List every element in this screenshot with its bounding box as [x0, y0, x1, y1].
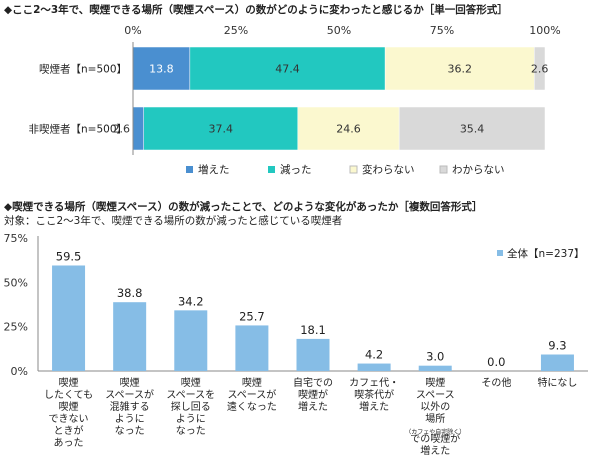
- chart2-category-label: 遠くなった: [227, 400, 277, 413]
- chart1-legend-swatch: [268, 166, 275, 173]
- chart1-legend-label: 増えた: [198, 163, 230, 176]
- chart2-category-label: 自宅での: [293, 376, 333, 389]
- chart2-category-label: なった: [115, 425, 145, 437]
- chart2-category-label: 喫煙: [181, 377, 201, 389]
- chart2-legend-swatch: [497, 250, 503, 256]
- chart2-value-label: 9.3: [548, 339, 566, 353]
- chart2-title: ◆喫煙できる場所（喫煙スペース）の数が減ったことで、どのような変化があったか［複…: [4, 201, 483, 213]
- chart2-value-label: 3.0: [426, 350, 444, 364]
- chart2-bar: [357, 363, 391, 371]
- chart2-category-label: ように: [176, 413, 206, 425]
- chart2-category-label: カフェ代・: [349, 377, 399, 389]
- chart1-legend-label: 変わらない: [362, 163, 415, 176]
- chart2-category-label: ように: [115, 413, 145, 425]
- chart2-category-label: 喫煙が: [298, 388, 328, 401]
- chart2-category-label: ときが: [54, 424, 84, 437]
- chart2-bar: [540, 354, 574, 371]
- chart2-value-label: 38.8: [117, 286, 143, 300]
- chart2-category-label: 以外の: [420, 401, 450, 413]
- chart2-category-label: なった: [176, 425, 206, 437]
- chart2-bar: [296, 338, 330, 371]
- chart2-category-label: 増えた: [359, 400, 389, 413]
- chart1-value-label: 13.8: [149, 63, 174, 76]
- chart1-value-label: 2.6: [531, 63, 549, 76]
- chart2-bar: [113, 302, 147, 371]
- chart2-category-label: での喫煙が: [410, 432, 460, 445]
- chart2-bar: [174, 310, 208, 371]
- chart1-segment: [132, 106, 144, 151]
- chart2-subtitle: 対象：ここ2～3年で、喫煙できる場所の数が減ったと感じている喫煙者: [4, 215, 343, 227]
- chart2-category-label: 喫煙: [242, 377, 262, 389]
- chart2-category-label: 喫煙: [425, 377, 445, 389]
- chart2-category-label: あった: [54, 437, 84, 449]
- chart2-category-label: スペースが: [227, 388, 276, 401]
- chart1-legend-swatch: [186, 166, 193, 173]
- chart1-tick-label: 100%: [529, 24, 560, 37]
- chart2-tick-label: 0%: [11, 365, 28, 378]
- chart2-category-label: 喫煙: [59, 401, 79, 413]
- chart2-category-label: 場所: [425, 412, 445, 425]
- chart1-category-label: 非喫煙者【n=500】: [29, 124, 128, 136]
- chart2-tick-label: 25%: [4, 321, 28, 334]
- chart1-value-label: 36.2: [447, 63, 472, 76]
- chart1-title: ◆ここ2～3年で、喫煙できる場所（喫煙スペース）の数がどのように変わったと感じる…: [4, 4, 508, 16]
- chart1-tick-label: 50%: [327, 24, 351, 37]
- chart2-category-label: 増えた: [298, 400, 328, 413]
- chart1-value-label: 47.4: [275, 63, 300, 76]
- chart2-value-label: 25.7: [239, 309, 265, 323]
- chart1-legend-label: 減った: [280, 163, 312, 176]
- chart1-legend-label: わからない: [452, 164, 505, 176]
- chart1-tick-label: 0%: [124, 24, 141, 37]
- chart2-value-label: 59.5: [56, 249, 82, 263]
- chart1-tick-label: 25%: [224, 24, 248, 37]
- chart2-tick-label: 75%: [4, 232, 28, 245]
- chart2-category-label: 探し回る: [171, 400, 211, 413]
- chart2-category-label: スペースを: [166, 389, 215, 401]
- chart2-bar: [418, 365, 452, 371]
- chart1-category-label: 喫煙者【n=500】: [39, 64, 127, 76]
- chart2-value-label: 18.1: [300, 323, 326, 337]
- chart1-segment: [189, 46, 386, 91]
- chart1-stacked-bar: 0% 25% 50% 75% 100% 喫煙者【n=500】 13.8 47.4 36.2 2.6…: [29, 24, 561, 176]
- chart1-value-label: 37.4: [209, 123, 234, 136]
- chart2-tick-label: 50%: [4, 276, 28, 289]
- chart2-category-label: （カフェや自宅除く）: [405, 428, 465, 436]
- chart1-segment: [534, 46, 546, 91]
- chart2-category-label: 混雑する: [110, 400, 150, 413]
- chart1-tick-label: 75%: [430, 24, 454, 37]
- chart2-category-label: できない: [49, 413, 89, 425]
- chart2-category-label: 特になし: [537, 377, 577, 389]
- chart2-value-label: 0.0: [487, 355, 505, 369]
- chart1-value-label: 24.6: [336, 123, 361, 136]
- chart1-value-label: 35.4: [460, 123, 485, 136]
- chart1-legend-swatch: [439, 165, 448, 174]
- chart2-bar: [235, 325, 269, 371]
- chart1-segment: [398, 106, 546, 151]
- chart1-legend-swatch: [349, 165, 358, 174]
- chart2-category-label: 喫煙: [59, 377, 79, 389]
- chart2-value-label: 4.2: [365, 348, 383, 362]
- chart2-category-label: 増えた: [420, 444, 450, 457]
- chart2-category-label: したくても: [44, 389, 93, 401]
- chart1-segment: [297, 106, 400, 151]
- chart1-value-label: 2.6: [113, 123, 131, 136]
- chart2-category-label: その他: [481, 376, 511, 389]
- chart2-bar: [52, 265, 86, 371]
- chart2-category-label: 喫茶代が: [354, 388, 394, 401]
- chart2-legend-label: 全体【n=237】: [507, 247, 585, 260]
- chart2-category-label: スペースが: [105, 388, 154, 401]
- chart1-segment: [143, 106, 299, 151]
- chart2-value-label: 34.2: [178, 294, 204, 308]
- chart2-category-label: 喫煙: [120, 377, 140, 389]
- chart2-category-label: スペース: [416, 390, 455, 401]
